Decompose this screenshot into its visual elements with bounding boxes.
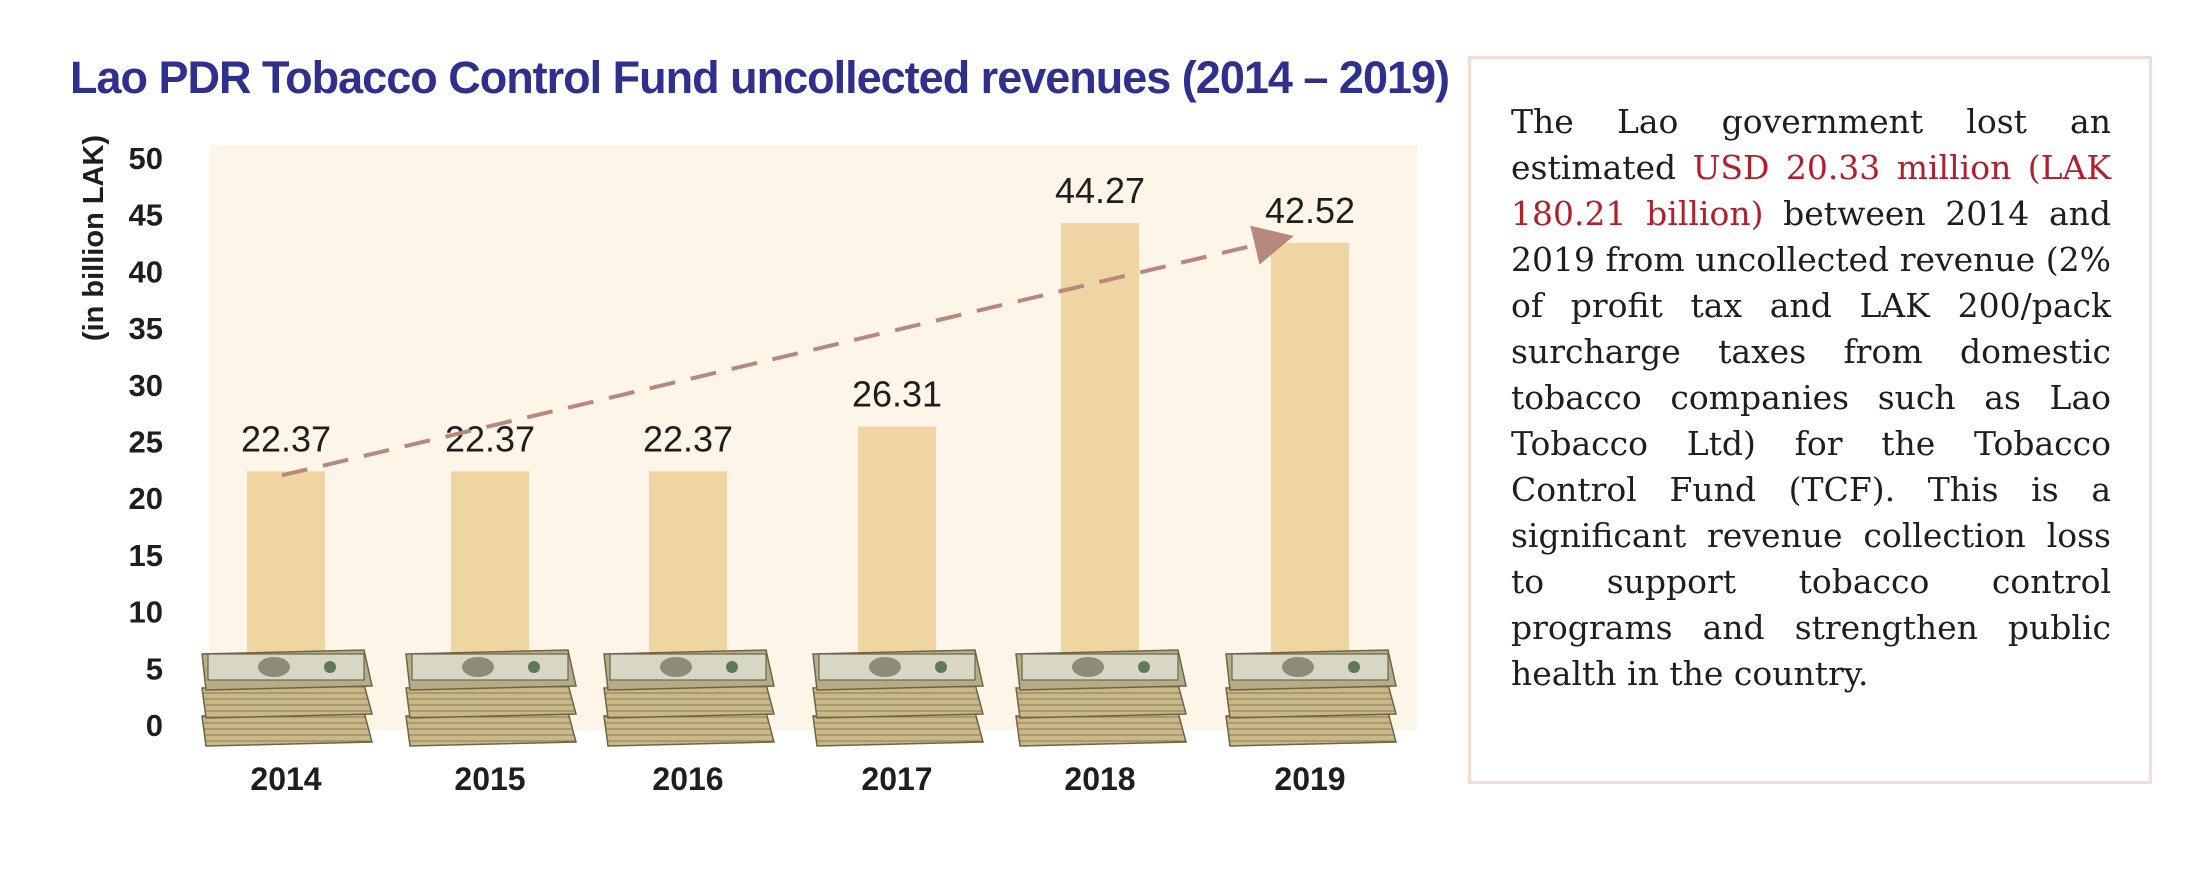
x-tick-label-2019: 2019	[1274, 761, 1345, 797]
money-stack-icon	[201, 649, 373, 747]
x-tick-label-2014: 2014	[250, 761, 321, 797]
money-stacks	[201, 649, 1397, 747]
y-tick-label: 40	[129, 254, 163, 289]
y-tick-label: 0	[146, 708, 163, 743]
plot-background	[210, 145, 1417, 730]
panel-text-part1: The Lao government lost an estimated	[1511, 102, 2111, 187]
y-tick-label: 5	[146, 651, 163, 686]
y-axis-label: (in billion LAK)	[78, 135, 110, 341]
value-label-2017: 26.31	[852, 374, 942, 415]
bar-2018	[1061, 222, 1139, 725]
chart-title: Lao PDR Tobacco Control Fund uncollected…	[70, 52, 1450, 103]
panel-text-part2: between 2014 and 2019 from uncollected r…	[1511, 194, 2112, 693]
x-axis: 2014 2015 2016 2017 2018 2019	[250, 761, 1345, 797]
money-stack-icon	[405, 649, 577, 747]
y-tick-label: 10	[129, 595, 163, 630]
money-stack-icon	[812, 649, 984, 747]
y-tick-label: 30	[129, 368, 163, 403]
money-stack-icon	[1015, 649, 1187, 747]
y-axis: 0 5 10 15 20 25 30 35 40 45 50	[129, 141, 163, 743]
money-stack-icon	[1225, 649, 1397, 747]
value-label-2014: 22.37	[241, 418, 331, 459]
value-label-2016: 22.37	[643, 418, 733, 459]
value-label-2018: 44.27	[1055, 170, 1145, 211]
y-tick-label: 15	[129, 538, 163, 573]
text-panel: The Lao government lost an estimated USD…	[1468, 56, 2152, 784]
panel-text: The Lao government lost an estimated USD…	[1511, 99, 2111, 697]
y-tick-label: 25	[129, 425, 163, 460]
trend-arrow	[281, 225, 1294, 478]
panel-text-highlight: USD 20.33 million (LAK 180.21 billion)	[1511, 148, 2111, 233]
x-tick-label-2015: 2015	[454, 761, 525, 797]
x-tick-label-2016: 2016	[652, 761, 723, 797]
bar-2019	[1271, 242, 1349, 726]
value-label-2019: 42.52	[1265, 190, 1355, 231]
y-tick-label: 20	[129, 481, 163, 516]
y-tick-label: 50	[129, 141, 163, 176]
x-tick-label-2018: 2018	[1064, 761, 1135, 797]
x-tick-label-2017: 2017	[861, 761, 932, 797]
y-tick-label: 35	[129, 311, 163, 346]
money-stack-icon	[603, 649, 775, 747]
y-tick-label: 45	[129, 198, 163, 233]
